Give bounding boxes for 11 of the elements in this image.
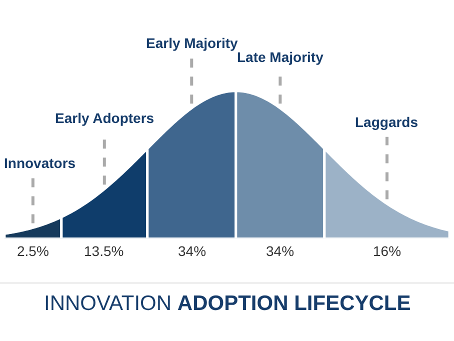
category-label: Late Majority — [237, 49, 324, 65]
data-label: 34% — [266, 243, 294, 259]
data-label: 34% — [178, 243, 206, 259]
category-label: Early Adopters — [55, 110, 154, 126]
category-label: Early Majority — [146, 35, 238, 51]
category-label: Innovators — [4, 155, 76, 171]
text: INNOVATION ADOPTION LIFECYCLE — [44, 292, 411, 315]
data-label: 16% — [373, 243, 402, 259]
category-label: Laggards — [355, 114, 418, 130]
data-label: 13.5% — [84, 243, 124, 259]
data-label: 2.5% — [17, 243, 49, 259]
